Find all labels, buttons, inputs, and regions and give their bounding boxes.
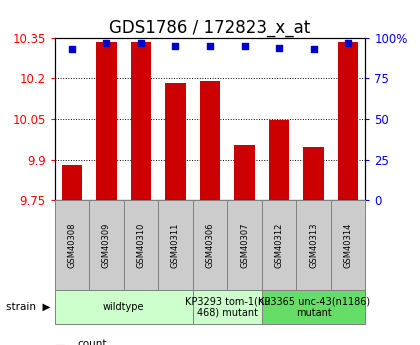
Point <box>172 43 179 49</box>
Bar <box>123 200 158 290</box>
Text: GSM40310: GSM40310 <box>136 222 145 268</box>
Bar <box>303 147 324 200</box>
Point <box>138 40 144 46</box>
Bar <box>61 165 82 200</box>
Text: GSM40306: GSM40306 <box>205 222 215 268</box>
Bar <box>227 200 262 290</box>
Text: KP3365 unc-43(n1186)
mutant: KP3365 unc-43(n1186) mutant <box>257 296 370 318</box>
Text: GSM40312: GSM40312 <box>275 222 284 268</box>
Bar <box>89 200 123 290</box>
Text: GSM40314: GSM40314 <box>344 222 353 268</box>
Bar <box>331 200 365 290</box>
Bar <box>297 200 331 290</box>
Bar <box>262 200 297 290</box>
Bar <box>234 145 255 200</box>
Point <box>241 43 248 49</box>
Point <box>276 45 282 50</box>
Bar <box>158 200 193 290</box>
Text: strain  ▶: strain ▶ <box>6 302 50 312</box>
Text: KP3293 tom-1(nu
468) mutant: KP3293 tom-1(nu 468) mutant <box>184 296 270 318</box>
Bar <box>165 82 186 200</box>
Bar <box>55 290 193 324</box>
Bar <box>193 290 262 324</box>
Point <box>207 43 213 49</box>
Bar <box>269 120 289 200</box>
Text: count: count <box>78 339 107 345</box>
Point <box>345 40 352 46</box>
Text: GSM40311: GSM40311 <box>171 222 180 268</box>
Bar <box>55 200 89 290</box>
Text: wildtype: wildtype <box>103 302 144 312</box>
Bar <box>96 42 117 200</box>
Bar <box>338 42 359 200</box>
Point <box>310 47 317 52</box>
Bar <box>200 81 221 200</box>
Text: GSM40309: GSM40309 <box>102 222 111 268</box>
Point <box>68 47 75 52</box>
Text: GSM40308: GSM40308 <box>67 222 76 268</box>
Text: GSM40313: GSM40313 <box>309 222 318 268</box>
Text: ■: ■ <box>55 343 65 345</box>
Bar <box>262 290 365 324</box>
Text: GSM40307: GSM40307 <box>240 222 249 268</box>
Bar <box>131 42 151 200</box>
Bar <box>193 200 227 290</box>
Title: GDS1786 / 172823_x_at: GDS1786 / 172823_x_at <box>109 19 311 37</box>
Point <box>103 40 110 46</box>
